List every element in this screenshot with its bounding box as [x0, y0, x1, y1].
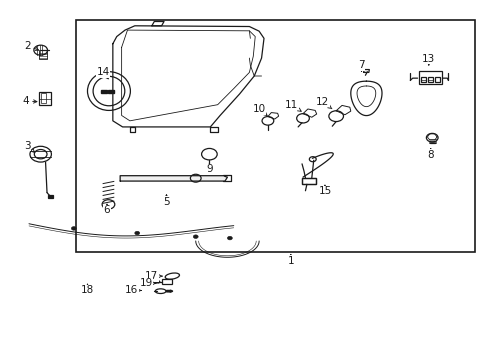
Text: 3: 3 — [24, 141, 35, 152]
Bar — [302, 178, 315, 184]
Polygon shape — [120, 176, 227, 181]
Bar — [302, 178, 315, 184]
Text: 8: 8 — [427, 149, 433, 160]
Text: 9: 9 — [205, 163, 212, 174]
Bar — [41, 93, 45, 103]
FancyArrow shape — [166, 290, 172, 292]
Bar — [427, 77, 432, 82]
Text: 12: 12 — [315, 97, 331, 109]
Text: 1: 1 — [287, 255, 294, 266]
Bar — [39, 50, 46, 59]
Bar — [418, 71, 442, 84]
Bar — [101, 90, 107, 93]
Text: 5: 5 — [163, 195, 169, 207]
Text: 10: 10 — [252, 104, 266, 116]
Bar — [108, 90, 114, 93]
Bar — [434, 77, 439, 82]
Bar — [48, 195, 53, 198]
Text: 11: 11 — [284, 100, 301, 111]
Text: 15: 15 — [318, 185, 331, 197]
Text: 7: 7 — [358, 60, 364, 71]
Bar — [39, 92, 51, 105]
Circle shape — [71, 226, 76, 230]
Bar — [420, 77, 425, 82]
Circle shape — [193, 235, 198, 238]
Text: 19: 19 — [139, 278, 156, 288]
Text: 14: 14 — [96, 67, 109, 79]
Circle shape — [156, 280, 160, 283]
Text: 4: 4 — [22, 96, 37, 106]
Text: 18: 18 — [81, 284, 94, 296]
Text: 6: 6 — [103, 204, 110, 216]
Bar — [161, 279, 172, 284]
Bar — [76, 20, 474, 252]
Text: 17: 17 — [145, 271, 162, 281]
Text: 2: 2 — [24, 41, 39, 50]
Circle shape — [227, 236, 232, 240]
Text: 16: 16 — [124, 285, 141, 296]
Text: 13: 13 — [421, 54, 434, 65]
Circle shape — [135, 231, 140, 235]
